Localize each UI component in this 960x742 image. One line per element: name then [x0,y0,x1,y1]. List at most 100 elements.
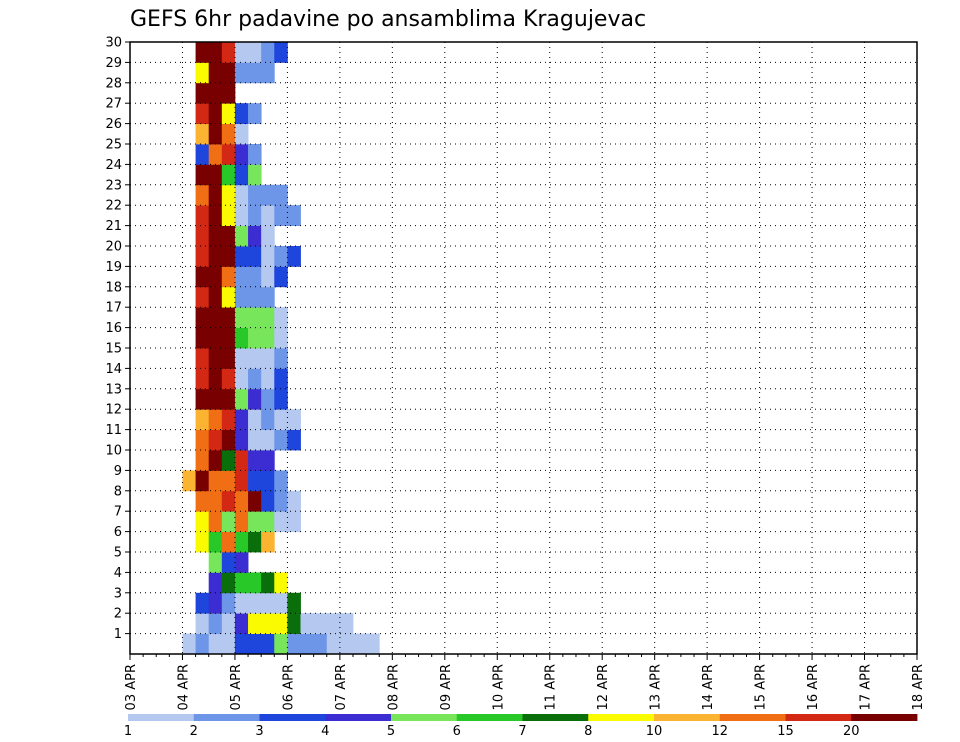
x-tick-label: 09 APR [439,664,454,710]
x-tick-label: 03 APR [124,664,139,710]
precip-cell [208,613,223,634]
precip-cell [261,388,275,410]
y-tick-label: 28 [105,76,122,91]
x-tick-label: 13 APR [649,664,664,710]
y-tick-label: 1 [114,627,122,642]
x-tick-label: 04 APR [176,664,191,710]
colorbar-swatch [785,714,852,721]
precip-cell [208,348,223,369]
x-axis: 03 APR 04 APR 05 APR 06 APR 07 APR 08 APR 09 A… [124,654,926,710]
precip-cell [221,490,236,512]
grid-lines [130,42,917,654]
precip-cell [234,307,249,328]
precip-cell [248,246,262,267]
precip-cell [313,633,328,655]
precip-cell [261,246,275,267]
precip-cell [234,470,249,492]
precip-cell [234,409,249,430]
precip-cell [195,123,210,145]
y-tick-label: 12 [105,403,122,418]
precip-cell [248,62,262,84]
precip-cell [274,327,288,349]
precip-cell [248,286,262,308]
y-tick-label: 29 [105,56,122,71]
x-tick-label: 14 APR [701,664,716,710]
x-tick-label: 06 APR [281,664,296,710]
precip-cell [261,327,275,349]
y-tick-label: 11 [105,423,122,438]
precip-cell [261,450,275,471]
precip-cell [234,531,249,553]
precip-cell [234,450,249,471]
precip-cell [366,633,380,655]
y-tick-label: 13 [105,382,122,397]
colorbar-tick-label: 7 [518,724,526,739]
y-tick-label: 5 [114,546,122,561]
precip-cell [221,552,236,573]
precip-cell [274,613,288,634]
precip-cell [195,348,210,369]
precip-cell [234,205,249,226]
x-tick-label: 15 APR [754,664,769,710]
precip-cell [234,613,249,634]
precip-cell [221,164,236,186]
precip-cell [274,42,288,63]
precip-cell [234,266,249,288]
precip-cell [221,572,236,594]
precip-cell [274,572,288,594]
precip-cell [274,205,288,226]
precip-cell [261,266,275,288]
precip-cell [234,123,249,145]
precip-cell [234,184,249,206]
y-tick-label: 24 [105,158,122,173]
precip-cell [300,613,315,634]
y-tick-label: 18 [105,280,122,295]
colorbar-tick-label: 10 [646,724,663,739]
precip-cell [234,592,249,614]
precip-cell [208,531,223,553]
precip-cell [274,348,288,369]
precip-cell [274,246,288,267]
precip-cell [195,368,210,390]
colorbar-swatch [193,714,260,721]
y-tick-label: 4 [114,566,122,581]
precip-cell [208,82,223,104]
heatmap-cells [182,42,380,655]
y-axis: 1234567891011121314151617181920212223242… [105,36,130,642]
colorbar-swatch [851,714,918,721]
precip-cell [195,450,210,471]
precip-cell [261,613,275,634]
precip-cell [221,205,236,226]
precip-cell [234,144,249,165]
precip-cell [274,184,288,206]
precip-cell [208,388,223,410]
precip-cell [221,103,236,124]
precip-cell [195,225,210,247]
precip-cell [208,327,223,349]
colorbar-swatch [456,714,523,721]
precip-cell [208,490,223,512]
y-tick-label: 19 [105,260,122,275]
precip-cell [248,429,262,451]
colorbar-swatch [259,714,326,721]
precip-cell [339,633,354,655]
precip-cell [261,348,275,369]
precip-cell [313,613,328,634]
precip-cell [248,225,262,247]
precip-cell [221,613,236,634]
precip-cell [208,225,223,247]
precip-cell [287,246,301,267]
precip-cell [221,429,236,451]
precip-cell [221,123,236,145]
y-tick-label: 14 [105,362,122,377]
precip-cell [208,103,223,124]
x-tick-label: 05 APR [229,664,244,710]
precip-cell [221,144,236,165]
precip-cell [195,42,210,63]
colorbar-swatch [522,714,589,721]
precip-cell [208,592,223,614]
precip-cell [221,592,236,614]
precip-cell [274,409,288,430]
precip-cell [208,164,223,186]
precip-cell [234,348,249,369]
